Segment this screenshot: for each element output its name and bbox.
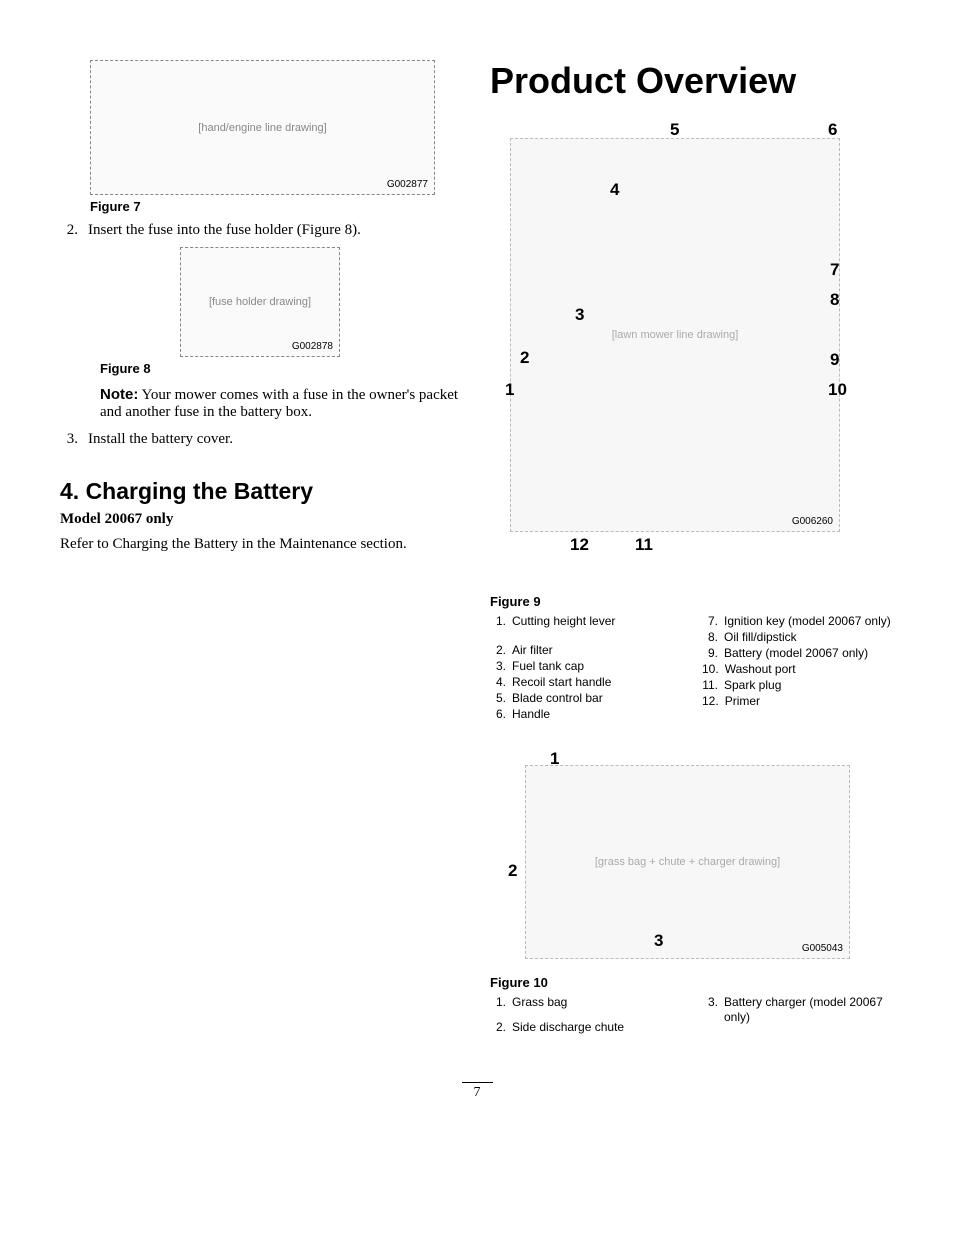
left-column: [hand/engine line drawing] G002877 Figur…: [60, 60, 460, 1036]
fig9-lrow-2: 2.Air filter: [490, 643, 682, 658]
fig9-rrow-7: 7.Ignition key (model 20067 only): [702, 614, 894, 629]
fig9-callout-10: 10: [828, 380, 847, 400]
section-4-body: Refer to Charging the Battery in the Mai…: [60, 536, 460, 553]
figure-10-code: G005043: [802, 943, 843, 954]
fig9-callout-9: 9: [830, 350, 839, 370]
fig9-rrow-8: 8.Oil fill/dipstick: [702, 630, 894, 645]
figure-9-wrap: [lawn mower line drawing] G006260 1 2 3 …: [490, 110, 860, 560]
figure-9-code: G006260: [792, 516, 833, 527]
fig9-callout-2: 2: [520, 348, 529, 368]
figure-7-code: G002877: [387, 179, 428, 190]
product-overview-heading: Product Overview: [490, 60, 894, 102]
fig9-callout-4: 4: [610, 180, 619, 200]
step-2-text: Insert the fuse into the fuse holder (Fi…: [88, 222, 460, 239]
note-block: Note: Your mower comes with a fuse in th…: [100, 386, 460, 421]
note-label: Note:: [100, 386, 138, 403]
fig9-rrow-9: 9.Battery (model 20067 only): [702, 646, 894, 661]
figure-10-wrap: [grass bag + chute + charger drawing] G0…: [490, 741, 860, 971]
fig10-lrow-1: 1.Grass bag: [490, 995, 682, 1010]
fig9-lrow-6: 6.Handle: [490, 707, 682, 722]
figure-9-placeholder-text: [lawn mower line drawing]: [612, 329, 739, 341]
figure-10-image: [grass bag + chute + charger drawing] G0…: [525, 765, 850, 959]
right-column: Product Overview [lawn mower line drawin…: [490, 60, 894, 1036]
figure-10-legend: 1.Grass bag 2.Side discharge chute 3.Bat…: [490, 994, 894, 1036]
note-text: Your mower comes with a fuse in the owne…: [100, 387, 458, 420]
fig9-legend-right: 7.Ignition key (model 20067 only) 8.Oil …: [702, 613, 894, 723]
figure-8-block: [fuse holder drawing] G002878: [60, 247, 460, 357]
fig9-callout-8: 8: [830, 290, 839, 310]
fig9-callout-6: 6: [828, 120, 837, 140]
figure-8-placeholder-text: [fuse holder drawing]: [209, 296, 311, 308]
section-4-heading: 4. Charging the Battery: [60, 478, 460, 505]
figure-9-image: [lawn mower line drawing] G006260: [510, 138, 840, 532]
figure-9-legend: 1.Cutting height lever 2.Air filter 3.Fu…: [490, 613, 894, 723]
figure-8-code: G002878: [292, 341, 333, 352]
fig9-lrow-4: 4.Recoil start handle: [490, 675, 682, 690]
fig10-lrow-2: 2.Side discharge chute: [490, 1020, 682, 1035]
fig10-legend-left: 1.Grass bag 2.Side discharge chute: [490, 994, 682, 1036]
fig10-callout-3: 3: [654, 931, 663, 951]
figure-10-placeholder-text: [grass bag + chute + charger drawing]: [595, 856, 780, 868]
fig9-callout-7: 7: [830, 260, 839, 280]
fig10-rrow-3: 3.Battery charger (model 20067 only): [702, 995, 894, 1025]
figure-7-caption: Figure 7: [90, 199, 460, 214]
fig10-callout-2: 2: [508, 861, 517, 881]
figure-7-block: [hand/engine line drawing] G002877 Figur…: [90, 60, 460, 214]
fig10-callout-1: 1: [550, 749, 559, 769]
fig9-callout-11: 11: [635, 535, 653, 555]
figure-8-caption: Figure 8: [100, 361, 460, 376]
figure-10-caption: Figure 10: [490, 975, 894, 990]
fig9-lrow-5: 5.Blade control bar: [490, 691, 682, 706]
step-2-number: 2.: [60, 222, 78, 239]
fig9-callout-12: 12: [570, 535, 589, 555]
fig9-rrow-11: 11.Spark plug: [702, 678, 894, 693]
fig9-lrow-1: 1.Cutting height lever: [490, 614, 682, 629]
fig9-legend-left: 1.Cutting height lever 2.Air filter 3.Fu…: [490, 613, 682, 723]
step-3-number: 3.: [60, 431, 78, 448]
fig10-legend-right: 3.Battery charger (model 20067 only): [702, 994, 894, 1036]
fig9-callout-3: 3: [575, 305, 584, 325]
figure-8-image: [fuse holder drawing] G002878: [180, 247, 340, 357]
figure-9-caption: Figure 9: [490, 594, 894, 609]
step-3: 3. Install the battery cover.: [60, 431, 460, 448]
step-2: 2. Insert the fuse into the fuse holder …: [60, 222, 460, 239]
section-4-model: Model 20067 only: [60, 511, 460, 528]
fig9-lrow-3: 3.Fuel tank cap: [490, 659, 682, 674]
page-columns: [hand/engine line drawing] G002877 Figur…: [60, 60, 894, 1036]
page-number: 7: [60, 1076, 894, 1101]
fig9-callout-1: 1: [505, 380, 514, 400]
figure-7-image: [hand/engine line drawing] G002877: [90, 60, 435, 195]
figure-7-placeholder-text: [hand/engine line drawing]: [198, 122, 326, 134]
fig9-rrow-10: 10.Washout port: [702, 662, 894, 677]
fig9-rrow-12: 12.Primer: [702, 694, 894, 709]
step-3-text: Install the battery cover.: [88, 431, 460, 448]
page-number-value: 7: [462, 1082, 493, 1101]
fig9-callout-5: 5: [670, 120, 679, 140]
